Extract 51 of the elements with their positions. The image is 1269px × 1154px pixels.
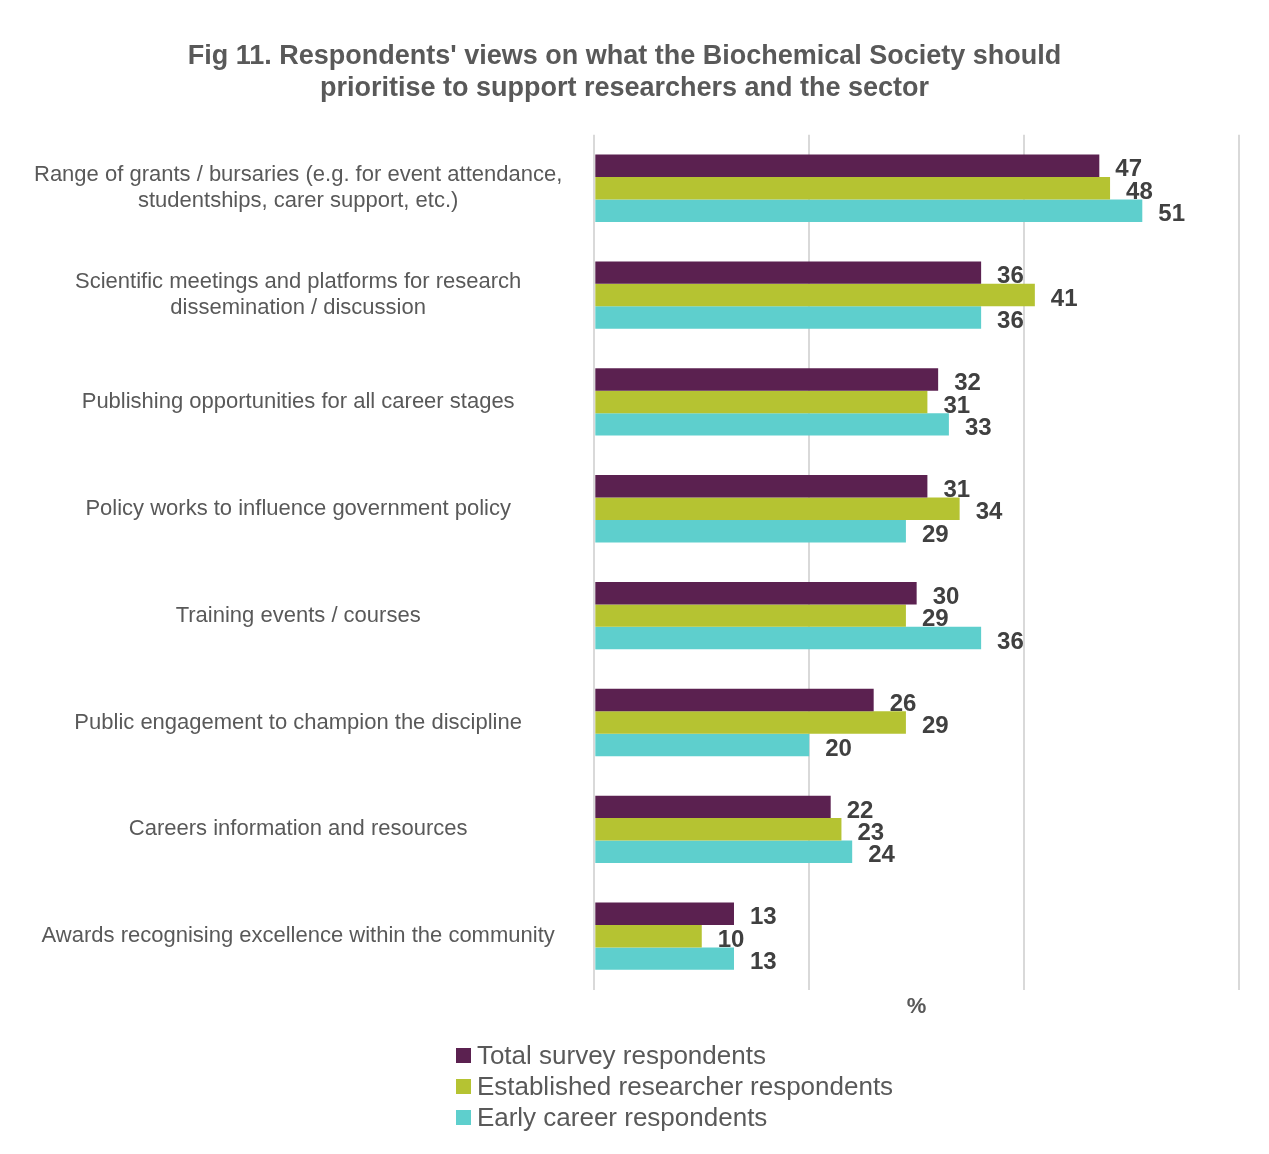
bar xyxy=(595,283,1035,307)
bar xyxy=(595,733,810,757)
y-tick-label: Range of grants / bursaries (e.g. for event attendance, studentships, carer support, etc.) xyxy=(34,161,563,213)
bar xyxy=(595,177,1111,200)
y-tick-label: Policy works to influence government policy xyxy=(85,494,511,520)
bar xyxy=(595,947,734,970)
data-label: 13 xyxy=(749,947,777,975)
y-tick-label: Awards recognising excellence within the community xyxy=(41,922,555,948)
bar xyxy=(595,199,1143,222)
y-tick-label: Publishing opportunities for all career stages xyxy=(81,387,515,413)
bar xyxy=(595,840,853,863)
bar xyxy=(595,626,982,650)
data-label: 34 xyxy=(975,497,1003,525)
bar xyxy=(595,306,982,329)
y-tick-label: Scientific meetings and platforms for research dissemination / discussion xyxy=(75,267,522,320)
data-label: 41 xyxy=(1050,283,1078,311)
data-label: 20 xyxy=(825,733,852,761)
data-label: 29 xyxy=(921,711,949,739)
bar xyxy=(595,581,917,605)
legend-label: Early career respondents xyxy=(476,1102,768,1133)
y-tick-label: Public engagement to champion the discipline xyxy=(74,708,522,734)
bar xyxy=(595,368,939,391)
bar xyxy=(595,902,734,925)
bar xyxy=(595,924,702,948)
data-label: 29 xyxy=(921,519,949,547)
legend-label: Total survey respondents xyxy=(476,1040,766,1071)
bar xyxy=(595,475,928,498)
data-label: 10 xyxy=(717,924,745,952)
bar xyxy=(595,413,949,436)
data-label: 51 xyxy=(1158,199,1185,227)
y-tick-label: Careers information and resources xyxy=(128,815,468,841)
bar xyxy=(595,519,906,543)
data-label: 36 xyxy=(997,261,1024,289)
bar xyxy=(595,688,874,712)
data-label: 26 xyxy=(889,688,917,716)
bar xyxy=(595,818,842,841)
bar xyxy=(595,154,1100,178)
legend-label: Established researcher respondents xyxy=(476,1071,894,1102)
chart-title: Fig 11. Respondents' views on what the Biochemical Society should prioritise to support researchers and the sector xyxy=(187,39,1062,103)
bar xyxy=(595,261,982,284)
x-axis-title: % xyxy=(906,992,927,1018)
data-label: 36 xyxy=(997,306,1024,334)
bar xyxy=(595,604,906,627)
data-label: 31 xyxy=(943,474,971,502)
y-tick-label: Training events / courses xyxy=(175,601,421,627)
bar xyxy=(595,795,831,819)
data-label: 36 xyxy=(997,626,1024,654)
bar xyxy=(595,497,960,520)
data-label: 13 xyxy=(749,902,777,930)
bar xyxy=(595,711,906,734)
bar xyxy=(595,390,928,414)
